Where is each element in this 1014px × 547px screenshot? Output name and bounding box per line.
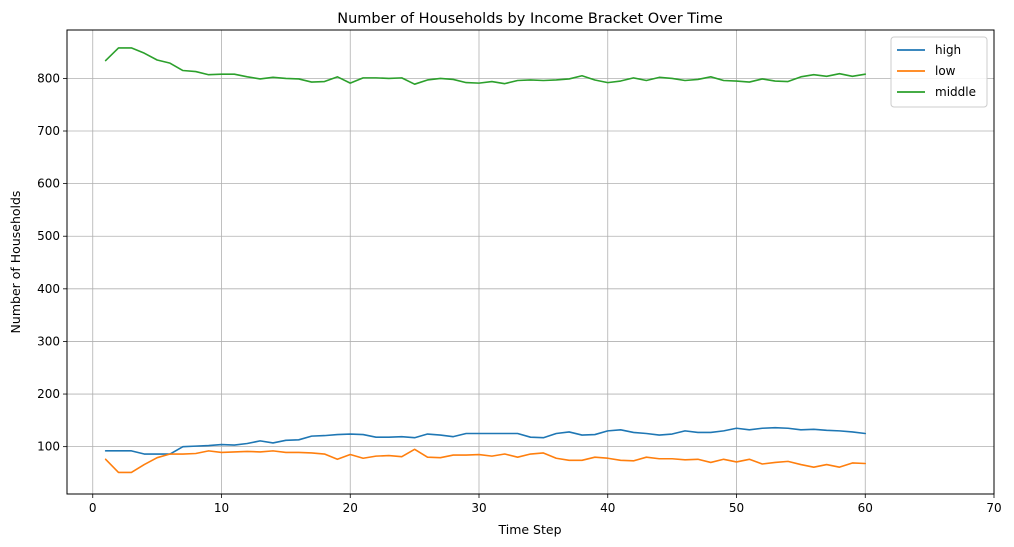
- legend-label-low: low: [935, 64, 956, 78]
- y-tick-label: 600: [37, 177, 60, 191]
- y-tick-label: 500: [37, 229, 60, 243]
- x-tick-label: 70: [986, 501, 1001, 515]
- y-tick-label: 700: [37, 124, 60, 138]
- chart-title: Number of Households by Income Bracket O…: [337, 11, 723, 27]
- x-tick-label: 20: [343, 501, 358, 515]
- series-line-high: [104, 426, 867, 455]
- y-tick-label: 400: [37, 282, 60, 296]
- legend-label-middle: middle: [935, 85, 976, 99]
- x-tick-label: 0: [89, 501, 97, 515]
- legend-label-high: high: [935, 43, 961, 57]
- y-tick-label: 200: [37, 387, 60, 401]
- series-lines: [104, 47, 867, 474]
- x-tick-label: 30: [471, 501, 486, 515]
- x-tick-label: 40: [600, 501, 615, 515]
- grid-lines: [67, 30, 995, 494]
- y-axis-label: Number of Households: [8, 191, 23, 334]
- x-tick-label: 10: [214, 501, 229, 515]
- series-line-low: [104, 448, 867, 474]
- legend: high low middle: [890, 36, 988, 108]
- y-tick-label: 800: [37, 71, 60, 85]
- legend-box: [890, 36, 988, 108]
- plot-frame: [66, 29, 995, 495]
- series-line-middle: [104, 47, 867, 85]
- x-axis-label: Time Step: [497, 522, 561, 537]
- y-tick-label: 300: [37, 334, 60, 348]
- x-tick-label: 60: [858, 501, 873, 515]
- axis-ticks: 0 10 20 30 40 50 60 70 100 200 300 400 500 600 700 800: [37, 71, 1002, 515]
- x-tick-label: 50: [729, 501, 744, 515]
- y-tick-label: 100: [37, 440, 60, 454]
